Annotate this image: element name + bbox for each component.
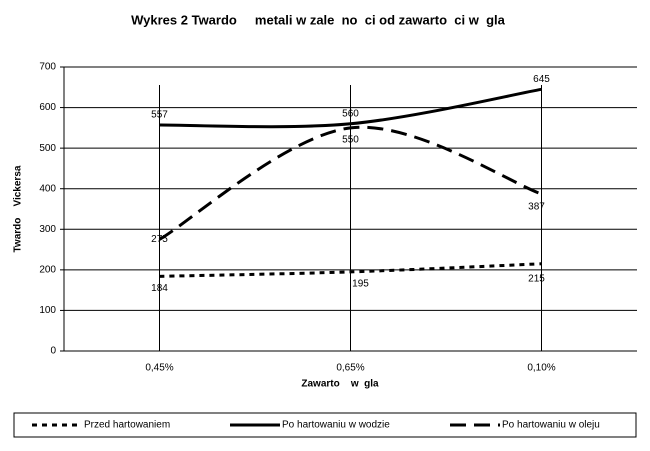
- data-label: 195: [352, 279, 369, 290]
- y-tick-label: 0: [50, 346, 56, 357]
- series-line: [159, 87, 542, 129]
- chart-title: Wykres 2 Twardo metali w zale no ci od z…: [131, 12, 506, 27]
- legend-label: Po hartowaniu w oleju: [502, 420, 600, 431]
- data-label: 215: [528, 273, 545, 284]
- y-tick-label: 600: [39, 102, 56, 113]
- y-tick-label: 200: [39, 264, 56, 275]
- x-tick-label: 0,65%: [336, 363, 364, 374]
- y-axis-title: Twardo Vickersa: [13, 165, 24, 252]
- data-label: 550: [342, 134, 359, 145]
- x-tick-label: 0,45%: [145, 363, 173, 374]
- series-line: [158, 125, 542, 241]
- legend-label: Przed hartowaniem: [84, 420, 170, 431]
- data-label: 557: [151, 110, 168, 121]
- x-axis-title: Zawarto w gla: [301, 379, 379, 390]
- legend-label: Po hartowaniu w wodzie: [282, 420, 390, 431]
- y-tick-label: 700: [39, 62, 56, 73]
- x-tick-label: 0,10%: [527, 363, 555, 374]
- data-label: 645: [533, 74, 550, 85]
- series-line: [159, 262, 542, 278]
- data-label: 560: [342, 108, 359, 119]
- y-tick-label: 400: [39, 183, 56, 194]
- y-tick-label: 100: [39, 305, 56, 316]
- data-label: 387: [528, 202, 545, 213]
- data-label: 275: [151, 234, 168, 245]
- data-label: 184: [151, 283, 168, 294]
- y-tick-label: 300: [39, 224, 56, 235]
- y-tick-label: 500: [39, 143, 56, 154]
- legend-box: [13, 412, 637, 438]
